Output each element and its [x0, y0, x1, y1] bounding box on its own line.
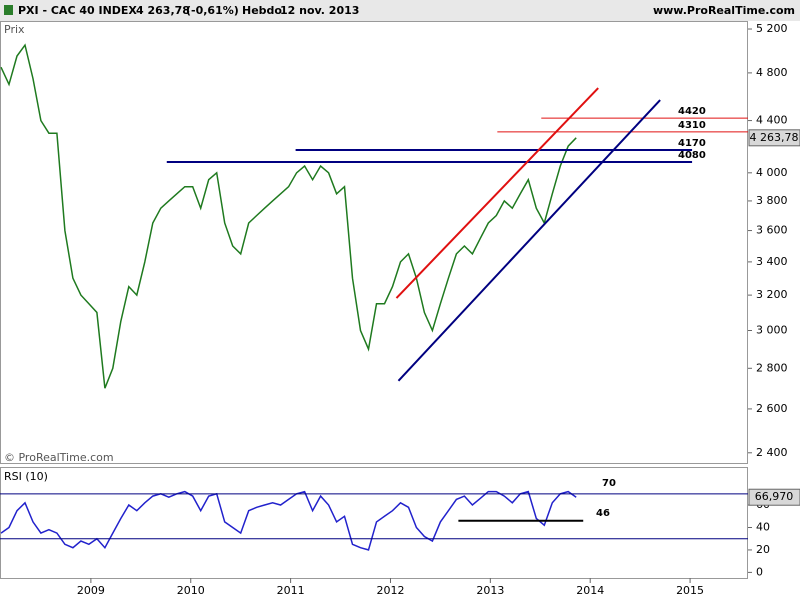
level-label: 4420	[678, 106, 706, 117]
copyright: © ProRealTime.com	[4, 451, 114, 464]
y-axis-title: Prix	[4, 23, 25, 36]
x-tick-label: 2011	[277, 584, 305, 597]
trend-line	[395, 87, 599, 299]
header-title: PXI - CAC 40 INDEX	[18, 4, 137, 17]
x-tick-label: 2015	[676, 584, 704, 597]
header-source: www.ProRealTime.com	[653, 4, 795, 17]
y-tick-label: 2 800	[756, 361, 788, 374]
x-tick-label: 2010	[177, 584, 205, 597]
level-label: 4170	[678, 138, 706, 149]
last-value-label: 66,970	[755, 490, 794, 503]
x-tick-label: 2013	[476, 584, 504, 597]
y-tick-label: 2 400	[756, 446, 788, 459]
header-change: (-0,61%)	[186, 4, 239, 17]
series-line	[0, 43, 577, 389]
y-tick-label: 3 800	[756, 194, 788, 207]
header-last: 4 263,78	[136, 4, 190, 17]
y-tick-label: 0	[756, 565, 763, 578]
y-tick-label: 40	[756, 520, 770, 533]
y-tick-label: 5 200	[756, 22, 788, 35]
x-tick-label: 2014	[576, 584, 604, 597]
last-value-label: 4 263,78	[750, 131, 799, 144]
y-tick-label: 3 400	[756, 255, 788, 268]
price-pane-frame	[0, 21, 748, 464]
trend-line	[397, 99, 661, 382]
header-icon	[4, 5, 13, 15]
level-label: 4080	[678, 150, 706, 161]
y-tick-label: 4 000	[756, 166, 788, 179]
y-tick-label: 4 800	[756, 66, 788, 79]
y-tick-label: 2 600	[756, 402, 788, 415]
x-tick-label: 2009	[77, 584, 105, 597]
last-value-box	[748, 488, 800, 506]
y-tick-label: 3 000	[756, 323, 788, 336]
rsi-pane-frame	[0, 467, 748, 579]
header-period: Hebdo	[242, 4, 282, 17]
y-tick-label: 3 600	[756, 224, 788, 237]
y-tick-label: 3 200	[756, 288, 788, 301]
level-label: 4310	[678, 120, 706, 131]
x-tick-label: 2012	[376, 584, 404, 597]
support-label: 46	[596, 508, 610, 519]
header-bar	[0, 0, 800, 21]
last-value-box	[748, 129, 800, 147]
rsi-title: RSI (10)	[4, 470, 48, 483]
overbought-label: 70	[602, 478, 616, 489]
y-tick-label: 20	[756, 543, 770, 556]
y-tick-label: 4 400	[756, 114, 788, 127]
header-date: 12 nov. 2013	[280, 4, 359, 17]
